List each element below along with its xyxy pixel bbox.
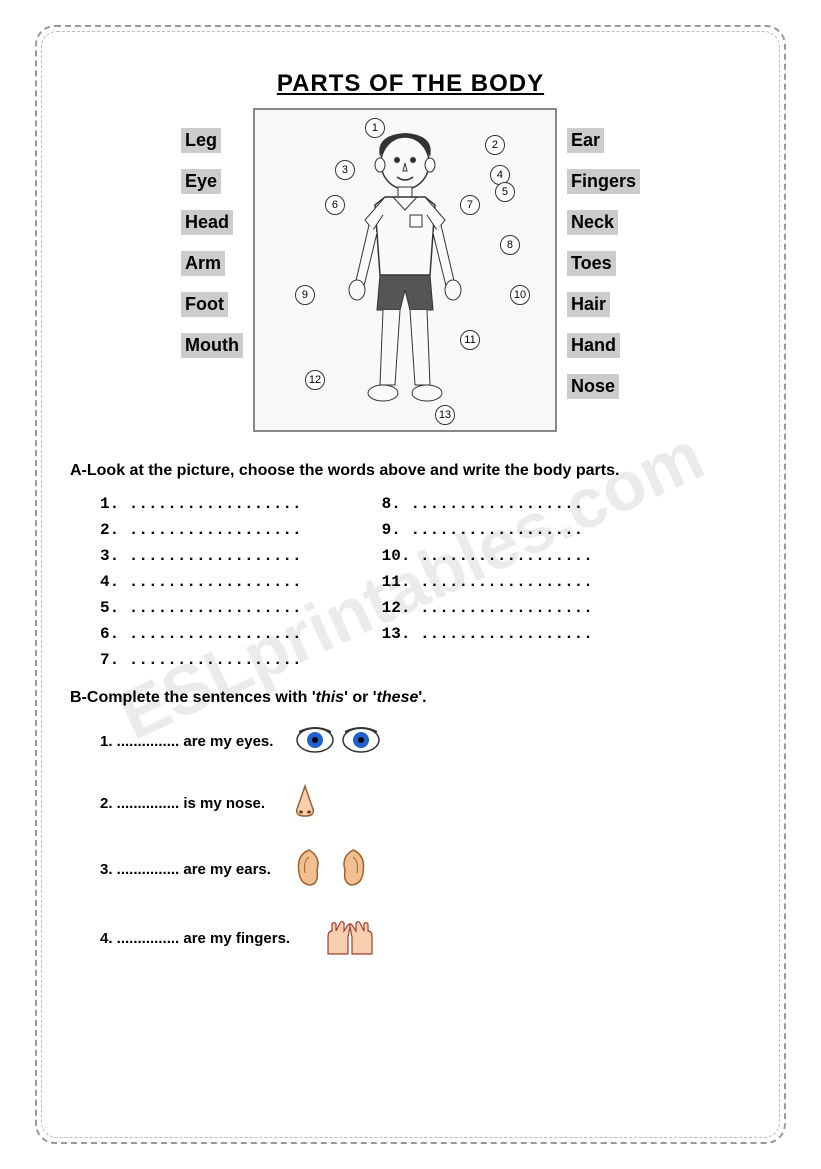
word-item: Foot [181, 292, 228, 317]
word-item: Leg [181, 128, 221, 153]
word-item: Fingers [567, 169, 640, 194]
diagram-label-1: 1 [365, 118, 385, 138]
diagram-label-3: 3 [335, 160, 355, 180]
nose-icon [285, 781, 325, 825]
diagram-label-8: 8 [500, 235, 520, 255]
word-bank-right: Ear Fingers Neck Toes Hair Hand Nose [567, 108, 640, 399]
diagram-label-9: 9 [295, 285, 315, 305]
eyes-icon [293, 722, 383, 761]
ears-icon [291, 845, 371, 894]
body-diagram: 12345678910111213 [253, 108, 557, 432]
word-item: Arm [181, 251, 225, 276]
word-item: Head [181, 210, 233, 235]
blank-line: 2. .................. [100, 521, 302, 539]
diagram-label-7: 7 [460, 195, 480, 215]
sentence-2: 2. ............... is my nose. [70, 781, 751, 825]
sentence-1: 1. ............... are my eyes. [70, 722, 751, 761]
section-a-blanks: 1. .................. 2. ...............… [70, 495, 751, 669]
section-b-heading: B-Complete the sentences with 'this' or … [70, 689, 751, 707]
word-item: Hand [567, 333, 620, 358]
blank-line: 4. .................. [100, 573, 302, 591]
sentence-4: 4. ............... are my fingers. [70, 914, 751, 963]
blanks-left-col: 1. .................. 2. ...............… [100, 495, 302, 669]
diagram-label-12: 12 [305, 370, 325, 390]
diagram-label-10: 10 [510, 285, 530, 305]
word-item: Toes [567, 251, 616, 276]
worksheet-page: ESLprintables.com PARTS OF THE BODY Leg … [0, 0, 821, 1169]
diagram-section: Leg Eye Head Arm Foot Mouth [70, 108, 751, 432]
word-bank-left: Leg Eye Head Arm Foot Mouth [181, 108, 243, 358]
blank-line: 1. .................. [100, 495, 302, 513]
diagram-label-6: 6 [325, 195, 345, 215]
word-item: Ear [567, 128, 604, 153]
diagram-label-13: 13 [435, 405, 455, 425]
blank-line: 13. .................. [382, 625, 593, 643]
blank-line: 10. .................. [382, 547, 593, 565]
word-item: Mouth [181, 333, 243, 358]
word-item: Eye [181, 169, 221, 194]
hands-icon [310, 914, 390, 963]
section-a-heading: A-Look at the picture, choose the words … [70, 462, 751, 480]
blank-line: 11. .................. [382, 573, 593, 591]
blank-line: 6. .................. [100, 625, 302, 643]
diagram-label-2: 2 [485, 135, 505, 155]
diagram-label-5: 5 [495, 182, 515, 202]
word-item: Neck [567, 210, 618, 235]
blank-line: 5. .................. [100, 599, 302, 617]
blank-line: 9. .................. [382, 521, 593, 539]
blank-line: 7. .................. [100, 651, 302, 669]
content-area: PARTS OF THE BODY Leg Eye Head Arm Foot … [30, 30, 791, 1013]
word-item: Hair [567, 292, 610, 317]
blank-line: 12. .................. [382, 599, 593, 617]
word-item: Nose [567, 374, 619, 399]
diagram-label-11: 11 [460, 330, 480, 350]
page-title: PARTS OF THE BODY [70, 70, 751, 98]
blank-line: 3. .................. [100, 547, 302, 565]
sentence-3: 3. ............... are my ears. [70, 845, 751, 894]
blank-line: 8. .................. [382, 495, 593, 513]
blanks-right-col: 8. .................. 9. ...............… [382, 495, 593, 669]
